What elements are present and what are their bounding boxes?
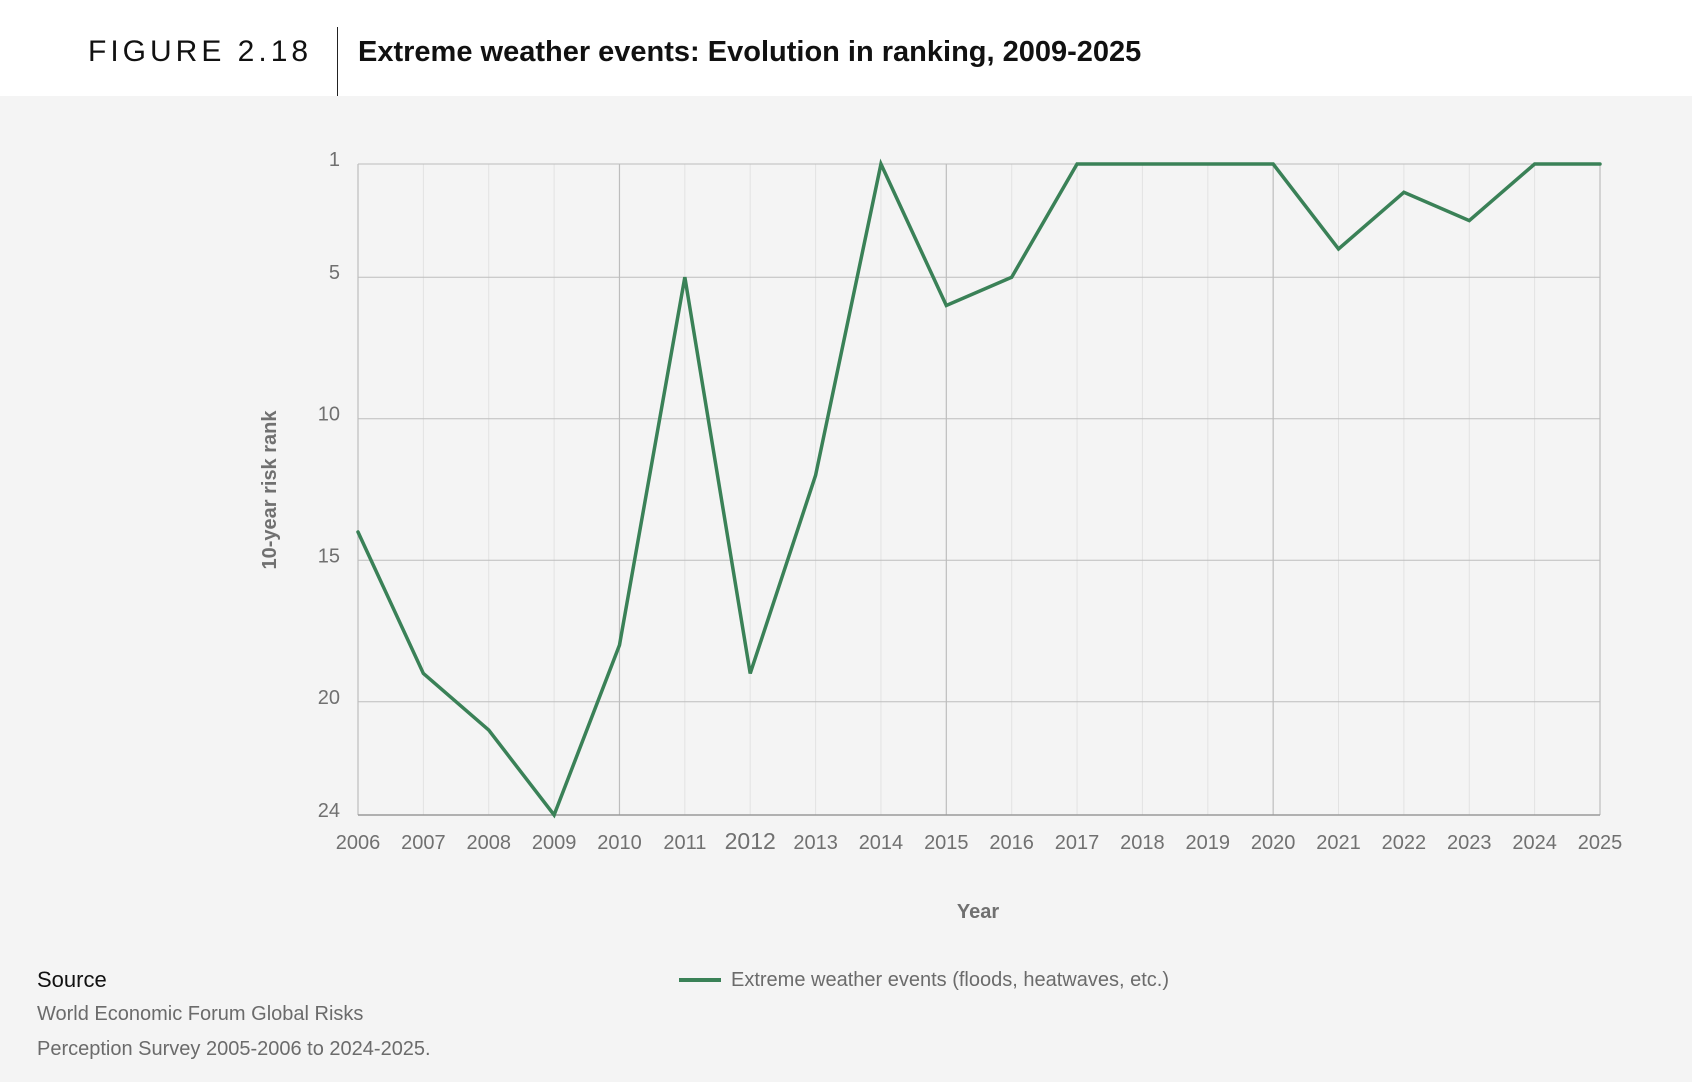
x-tick-label: 2019 xyxy=(1186,832,1231,854)
source-line: Perception Survey 2005-2006 to 2024-2025… xyxy=(37,1038,431,1060)
legend-swatch xyxy=(679,978,721,982)
x-tick-label: 2021 xyxy=(1316,832,1361,854)
x-tick-label: 2009 xyxy=(532,832,577,854)
header-divider xyxy=(337,27,338,96)
x-tick-label: 2007 xyxy=(401,832,446,854)
y-tick-label: 1 xyxy=(329,149,340,171)
x-tick-label: 2025 xyxy=(1578,832,1623,854)
y-axis-title: 10-year risk rank xyxy=(259,410,281,570)
x-axis-title: Year xyxy=(957,901,999,923)
x-tick-label: 2022 xyxy=(1382,832,1427,854)
legend-label: Extreme weather events (floods, heatwave… xyxy=(731,969,1169,991)
x-tick-label: 2011 xyxy=(663,832,706,854)
chart-grid xyxy=(357,163,1601,816)
figure-header: FIGURE 2.18 Extreme weather events: Evol… xyxy=(0,0,1692,96)
y-tick-label: 10 xyxy=(318,404,340,426)
x-tick-label: 2013 xyxy=(793,832,838,854)
y-tick-label: 24 xyxy=(318,800,340,822)
x-tick-label: 2017 xyxy=(1055,832,1100,854)
x-tick-label: 2018 xyxy=(1120,832,1165,854)
chart-legend: Extreme weather events (floods, heatwave… xyxy=(679,967,1169,993)
x-tick-label: 2012 xyxy=(725,828,776,854)
x-tick-label: 2008 xyxy=(466,832,511,854)
x-tick-label: 2023 xyxy=(1447,832,1492,854)
x-tick-label: 2010 xyxy=(597,832,642,854)
y-tick-label: 15 xyxy=(318,545,340,567)
x-tick-label: 2020 xyxy=(1251,832,1296,854)
x-tick-label: 2015 xyxy=(924,832,969,854)
source-title: Source xyxy=(37,967,107,992)
y-tick-label: 20 xyxy=(318,687,340,709)
series-line xyxy=(356,158,1602,819)
chart-series xyxy=(356,158,1602,819)
x-tick-label: 2016 xyxy=(989,832,1034,854)
source-line: World Economic Forum Global Risks xyxy=(37,1003,364,1025)
figure-number: FIGURE 2.18 xyxy=(88,35,313,68)
y-tick-label: 5 xyxy=(329,262,340,284)
x-tick-label: 2006 xyxy=(336,832,381,854)
figure-title: Extreme weather events: Evolution in ran… xyxy=(358,36,1142,68)
x-tick-label: 2024 xyxy=(1512,832,1557,854)
x-tick-label: 2014 xyxy=(859,832,904,854)
